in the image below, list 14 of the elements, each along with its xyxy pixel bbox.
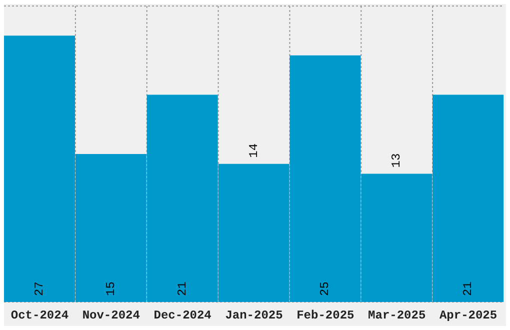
x-tick-label: Nov-2024 <box>82 308 140 323</box>
data-label: 15 <box>104 282 118 296</box>
data-label: 27 <box>32 282 46 296</box>
x-tick-label: Oct-2024 <box>10 308 69 323</box>
data-label: 13 <box>390 153 404 168</box>
data-label: 21 <box>461 282 476 296</box>
x-tick-label: Apr-2025 <box>439 308 498 323</box>
x-tick-label: Jan-2025 <box>225 308 283 323</box>
x-tick-label: Feb-2025 <box>296 308 354 323</box>
x-tick-label: Mar-2025 <box>368 308 426 323</box>
data-label: 21 <box>175 282 190 296</box>
data-label: 14 <box>246 143 261 158</box>
x-tick-label: Dec-2024 <box>154 308 212 323</box>
data-label: 25 <box>318 282 332 296</box>
